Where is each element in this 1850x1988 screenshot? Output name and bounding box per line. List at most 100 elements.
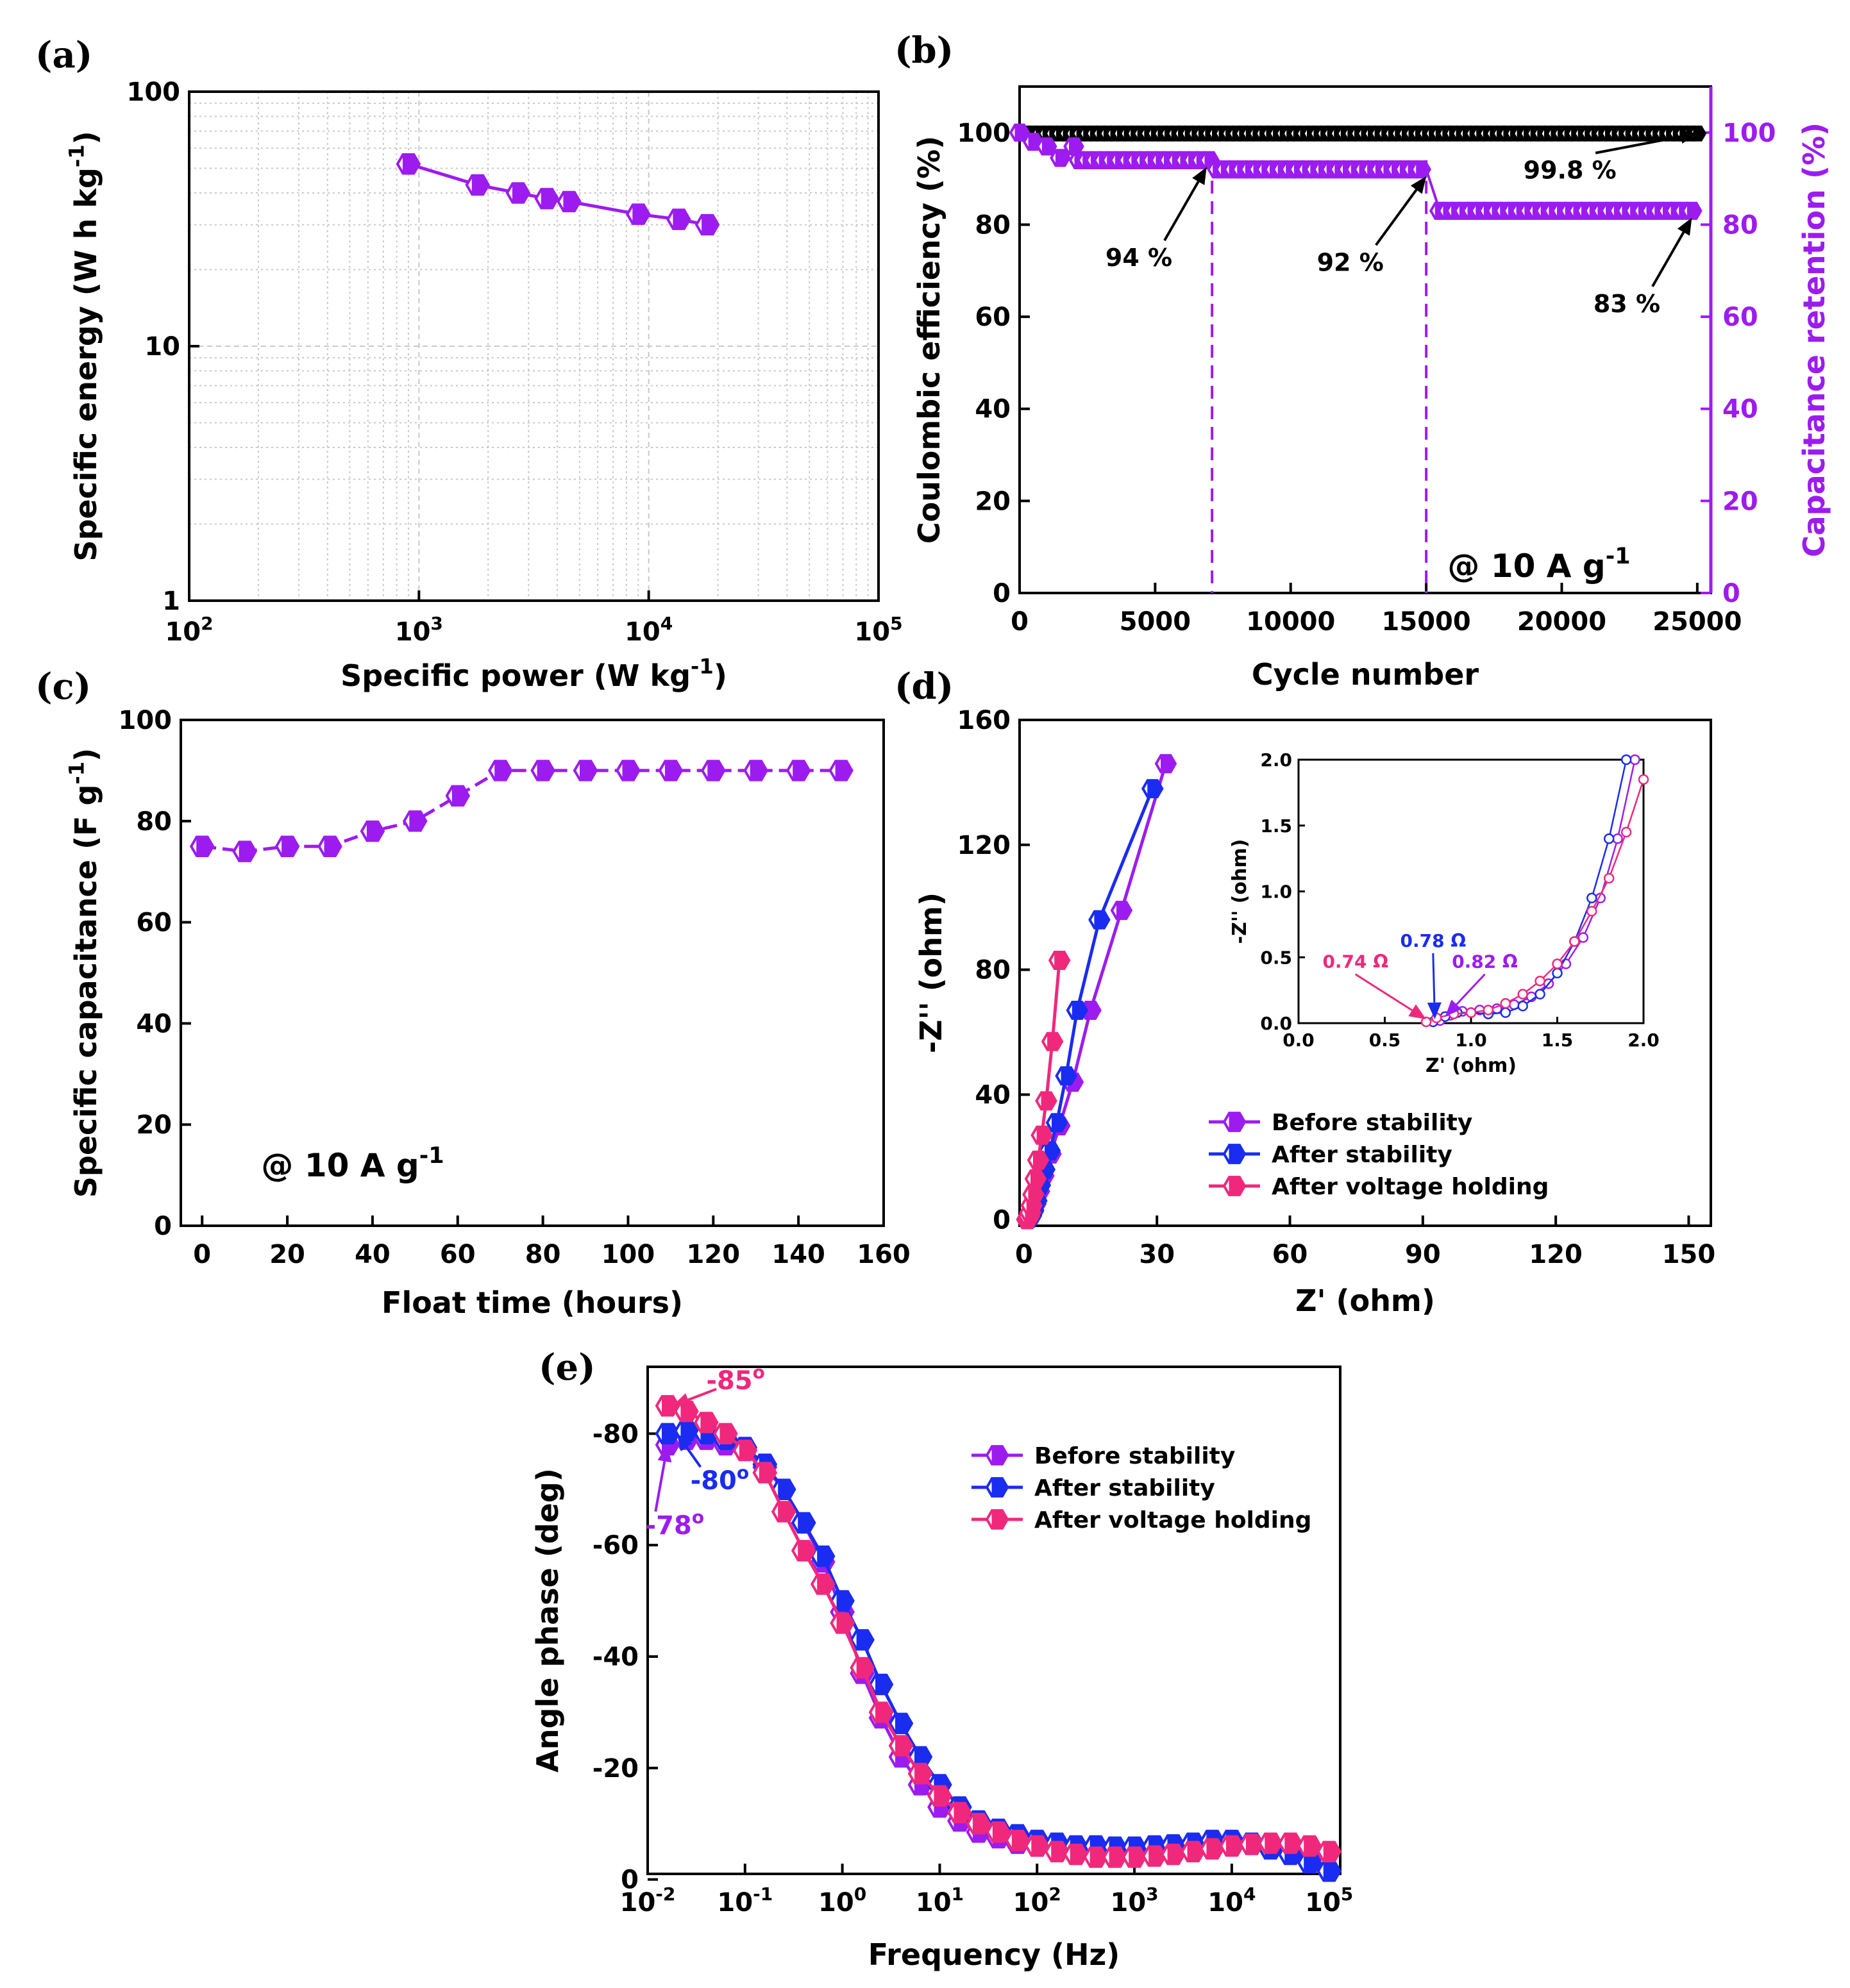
data-point-fill [541, 188, 559, 208]
inset-frame [1297, 758, 1645, 1024]
annotation-arrow [1375, 176, 1427, 246]
x-tick-label: 103 [395, 613, 443, 647]
data-point-fill [324, 837, 342, 856]
legend-marker [1222, 1112, 1247, 1132]
plot-frame-e [646, 1366, 1341, 1875]
x-tick-label: 60 [1272, 1240, 1308, 1269]
data-point [616, 760, 641, 781]
inset-annotation-arrow-head [1445, 999, 1462, 1017]
series-d-2 [1016, 951, 1071, 1230]
data-point-fill [1030, 1170, 1046, 1188]
data-point [771, 1501, 796, 1523]
data-point [830, 1590, 855, 1612]
y2-tick-label: 80 [1722, 210, 1758, 240]
condition-note-c-sup: -1 [419, 1143, 444, 1169]
x-tick-label-sup: 2 [201, 613, 213, 634]
y-tick-label: 0 [154, 1212, 172, 1241]
plot-frame-c [180, 719, 885, 1227]
inset-data-point [1420, 1016, 1432, 1028]
data-point-fill [409, 811, 426, 831]
data-point-fill [680, 1401, 698, 1421]
inset-data-point [1500, 998, 1511, 1009]
data-point-fill [836, 1613, 854, 1633]
data-point [189, 835, 215, 857]
inset-x-tick-label: 1.5 [1542, 1030, 1574, 1051]
data-point [360, 820, 385, 842]
data-point-fill [1693, 126, 1706, 141]
data-point-fill [1061, 1067, 1077, 1085]
inset-data-point [1569, 936, 1580, 947]
data-point-fill [662, 1424, 679, 1444]
data-point-fill [580, 760, 597, 781]
x-tick-label-sup: 5 [890, 613, 902, 634]
x-tick-label: 15000 [1382, 607, 1471, 637]
y-tick-label: -80 [593, 1419, 639, 1449]
y-axis-label-c-end: ) [69, 748, 103, 762]
condition-note-b: @ 10 A g-1 [1447, 544, 1630, 585]
data-point-fill [992, 1822, 1010, 1842]
data-point-fill [895, 1714, 912, 1733]
inset-y-tick-label: 0.0 [1260, 1013, 1292, 1034]
x-tick-label-sup: 3 [1146, 1884, 1158, 1905]
panel-label-b: (b) [895, 29, 954, 72]
y2-axis-label-b: Capacitance retention (%) [1797, 122, 1831, 557]
data-point [786, 760, 811, 781]
data-point [666, 208, 691, 230]
x-tick-label-sup: 1 [952, 1884, 964, 1905]
data-point-fill [739, 1441, 757, 1460]
data-point [966, 1813, 991, 1835]
data-point [1200, 1838, 1225, 1860]
data-point-fill [673, 209, 690, 230]
y-tick-label: -20 [593, 1754, 639, 1783]
data-point-fill [402, 154, 420, 174]
data-point [674, 1400, 699, 1423]
annotation-arrow-shaft [1595, 135, 1681, 155]
annotation-label-text: -80 [691, 1466, 737, 1496]
annotation-label: 83 % [1594, 290, 1660, 318]
legend-marker-fill [1229, 1112, 1245, 1132]
legend-marker [985, 1445, 1009, 1466]
data-point-fill [282, 837, 299, 856]
x-tick-label: 104 [1207, 1884, 1256, 1917]
data-point [402, 810, 428, 832]
data-point-fill [798, 1541, 815, 1561]
y-axis-label-d: -Z'' (ohm) [914, 892, 948, 1053]
data-point-fill [1225, 1836, 1243, 1856]
data-point [1024, 1169, 1047, 1189]
inset-data-point [1620, 826, 1632, 838]
grid-a [189, 92, 879, 601]
x-tick-label-sup: 4 [1243, 1884, 1256, 1905]
data-point [1102, 1846, 1127, 1868]
data-point-fill [1245, 1834, 1263, 1855]
x-axis-label-a: Specific power (W kg-1) [341, 655, 727, 693]
data-point [1022, 1185, 1045, 1205]
annotation-label-sup: o [753, 1362, 765, 1383]
data-point-fill [366, 821, 384, 841]
data-point [1688, 125, 1707, 142]
data-point-fill [1323, 1842, 1341, 1862]
data-point [1297, 1835, 1322, 1857]
data-point-fill [778, 1501, 795, 1522]
inset-x-tick-label: 1.0 [1455, 1030, 1487, 1051]
x-tick-label-sup: -1 [753, 1884, 773, 1905]
legend-marker-fill [991, 1510, 1008, 1529]
x-tick-label: 100 [818, 1884, 866, 1917]
data-point-fill [895, 1735, 912, 1756]
y-axis-label-a: Specific energy (W h kg-1) [65, 131, 103, 561]
data-point [274, 835, 300, 857]
data-point-fill [1129, 1847, 1146, 1867]
inset-annotation-arrow-shaft [1432, 953, 1436, 1003]
data-point-fill [1147, 780, 1163, 798]
x-tick-label: 0 [193, 1240, 211, 1269]
inset-x-axis-label: Z' (ohm) [1425, 1055, 1517, 1077]
x-tick-label: 101 [916, 1884, 964, 1917]
series-line [667, 1437, 1330, 1873]
x-tick-label: 100 [601, 1240, 655, 1269]
plot-frame-d [1018, 719, 1712, 1227]
data-point-fill [632, 204, 650, 224]
series-coulombic [1010, 125, 1707, 142]
x-tick-label: 5000 [1120, 607, 1191, 637]
x-tick-label-sup: 0 [854, 1884, 866, 1905]
data-point-fill [622, 760, 640, 781]
y-tick-label: 100 [127, 78, 181, 107]
